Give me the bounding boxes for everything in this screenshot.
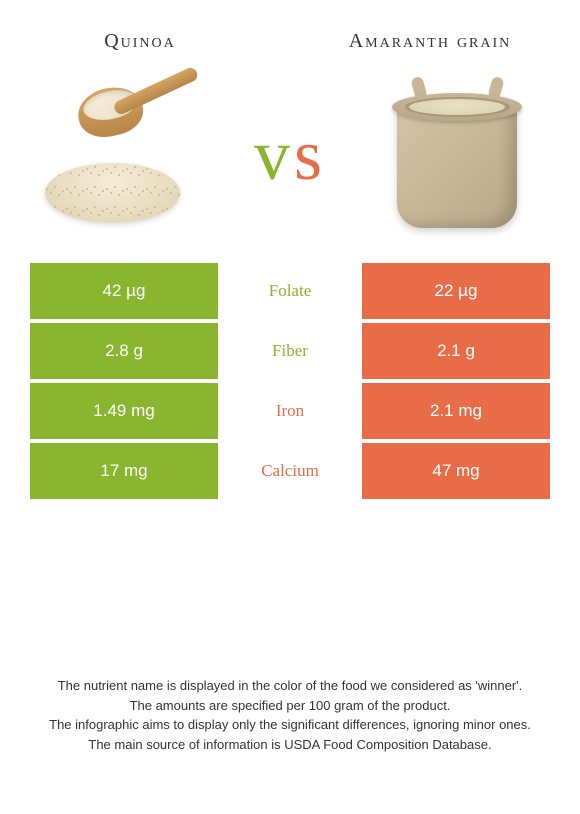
footer-line-3: The infographic aims to display only the… bbox=[40, 715, 540, 735]
nutrient-label: Calcium bbox=[218, 443, 362, 499]
value-cell-right: 47 mg bbox=[362, 443, 550, 499]
vs-letter-s: s bbox=[294, 115, 326, 195]
value-cell-left: 42 µg bbox=[30, 263, 218, 319]
comparison-row: 2.8 gFiber2.1 g bbox=[30, 323, 550, 379]
food-image-left bbox=[40, 73, 205, 238]
food-image-right bbox=[375, 73, 540, 238]
amaranth-illustration bbox=[375, 73, 540, 238]
nutrient-label: Folate bbox=[218, 263, 362, 319]
comparison-table: 42 µgFolate22 µg2.8 gFiber2.1 g1.49 mgIr… bbox=[30, 263, 550, 499]
vs-letter-v: v bbox=[254, 115, 294, 195]
value-cell-left: 2.8 g bbox=[30, 323, 218, 379]
footer-line-4: The main source of information is USDA F… bbox=[40, 735, 540, 755]
nutrient-label: Fiber bbox=[218, 323, 362, 379]
comparison-row: 17 mgCalcium47 mg bbox=[30, 443, 550, 499]
nutrient-label: Iron bbox=[218, 383, 362, 439]
footer-line-1: The nutrient name is displayed in the co… bbox=[40, 676, 540, 696]
vs-label: vs bbox=[254, 114, 326, 197]
value-cell-left: 17 mg bbox=[30, 443, 218, 499]
footer-line-2: The amounts are specified per 100 gram o… bbox=[40, 696, 540, 716]
quinoa-illustration bbox=[40, 73, 205, 238]
value-cell-right: 22 µg bbox=[362, 263, 550, 319]
food-title-right: Amaranth grain bbox=[330, 30, 530, 53]
footer-text: The nutrient name is displayed in the co… bbox=[0, 676, 580, 754]
images-row: vs bbox=[0, 63, 580, 263]
value-cell-right: 2.1 mg bbox=[362, 383, 550, 439]
value-cell-left: 1.49 mg bbox=[30, 383, 218, 439]
header-row: Quinoa Amaranth grain bbox=[0, 0, 580, 63]
value-cell-right: 2.1 g bbox=[362, 323, 550, 379]
food-title-left: Quinoa bbox=[50, 30, 230, 53]
comparison-row: 1.49 mgIron2.1 mg bbox=[30, 383, 550, 439]
comparison-row: 42 µgFolate22 µg bbox=[30, 263, 550, 319]
